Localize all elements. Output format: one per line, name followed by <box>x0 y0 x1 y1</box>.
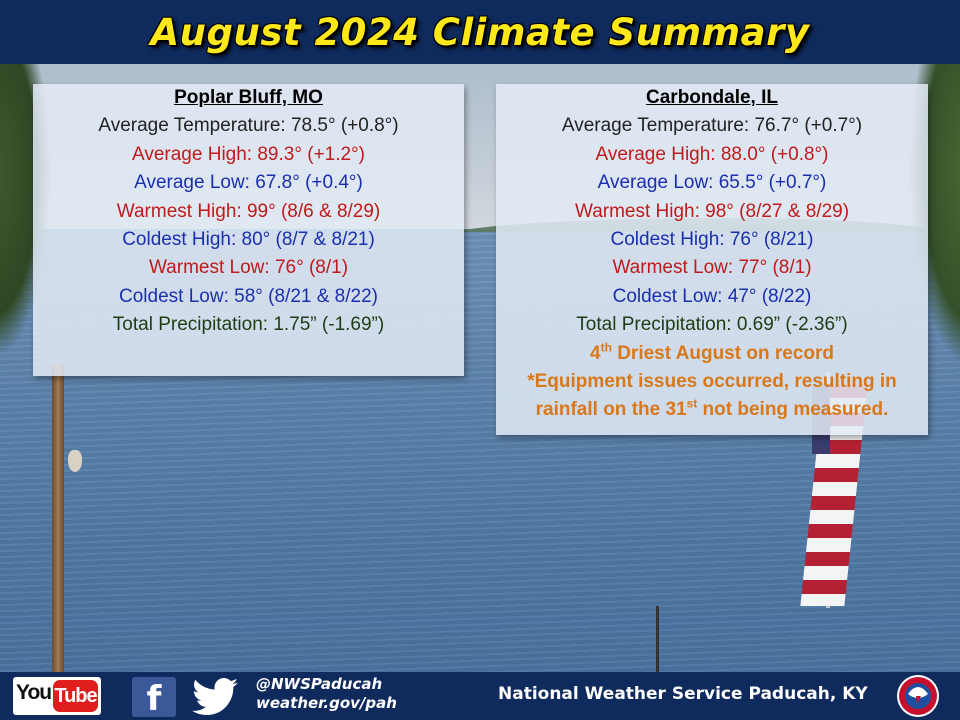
rank-text: Driest August on record <box>611 342 834 364</box>
twitter-bird-shape <box>192 678 238 715</box>
coldest-low: Coldest Low: 58° (8/21 & 8/22) <box>119 285 378 307</box>
poplar-bluff-panel: Poplar Bluff, MO Average Temperature: 78… <box>33 84 464 376</box>
note-line2-suffix: st <box>686 397 698 412</box>
total-precipitation: Total Precipitation: 1.75” (-1.69”) <box>112 314 385 336</box>
note-line2-post: not being measured. <box>697 399 889 421</box>
coldest-high: Coldest High: 80° (8/7 & 8/21) <box>122 229 375 251</box>
twitter-bird-icon[interactable] <box>192 678 240 716</box>
total-precipitation: Total Precipitation: 0.69” (-2.36”) <box>576 314 848 336</box>
nws-seal-icon <box>897 675 939 717</box>
average-temperature: Average Temperature: 76.7° (+0.7°) <box>561 115 863 137</box>
warmest-low: Warmest Low: 76° (8/1) <box>148 257 349 279</box>
average-high: Average High: 89.3° (+1.2°) <box>132 143 365 165</box>
station-name: Carbondale, IL <box>646 87 778 108</box>
youtube-you-text: You <box>16 681 52 704</box>
equipment-note-line1: *Equipment issues occurred, resulting in <box>527 371 897 393</box>
coldest-low: Coldest Low: 47° (8/22) <box>612 285 812 307</box>
rank-suffix: th <box>600 340 612 355</box>
equipment-note-line2: rainfall on the 31st not being measured. <box>496 396 928 424</box>
light-pole <box>52 364 64 672</box>
station-name: Poplar Bluff, MO <box>174 87 323 108</box>
social-handles: @NWSPaducah weather.gov/pah <box>256 675 397 713</box>
page-title: August 2024 Climate Summary <box>150 10 810 54</box>
dock-pole <box>656 606 659 672</box>
note-line2-pre: rainfall on the 31 <box>535 399 687 421</box>
warmest-high: Warmest High: 98° (8/27 & 8/29) <box>574 200 850 222</box>
rank-number: 4 <box>590 342 601 364</box>
office-name: National Weather Service Paducah, KY <box>498 684 868 704</box>
average-low: Average Low: 65.5° (+0.7°) <box>597 172 827 194</box>
average-temperature: Average Temperature: 78.5° (+0.8°) <box>98 115 399 137</box>
average-low: Average Low: 67.8° (+0.4°) <box>134 172 363 194</box>
warmest-high: Warmest High: 99° (8/6 & 8/29) <box>116 200 381 222</box>
coldest-high: Coldest High: 76° (8/21) <box>610 229 814 251</box>
twitter-handle[interactable]: @NWSPaducah <box>256 675 383 693</box>
average-high: Average High: 88.0° (+0.8°) <box>595 143 829 165</box>
pole-lamp <box>68 450 82 472</box>
nws-seal-bolt <box>916 696 921 704</box>
facebook-logo-icon[interactable]: f <box>132 677 176 717</box>
website-link[interactable]: weather.gov/pah <box>256 694 397 712</box>
warmest-low: Warmest Low: 77° (8/1) <box>612 257 812 279</box>
carbondale-panel: Carbondale, IL Average Temperature: 76.7… <box>496 84 928 435</box>
nws-seal-cloud <box>908 687 928 698</box>
driest-rank-note: 4th Driest August on record <box>496 340 928 368</box>
facebook-letter: f <box>146 679 162 717</box>
title-banner: August 2024 Climate Summary <box>0 0 960 64</box>
youtube-tube-text: Tube <box>53 680 98 712</box>
